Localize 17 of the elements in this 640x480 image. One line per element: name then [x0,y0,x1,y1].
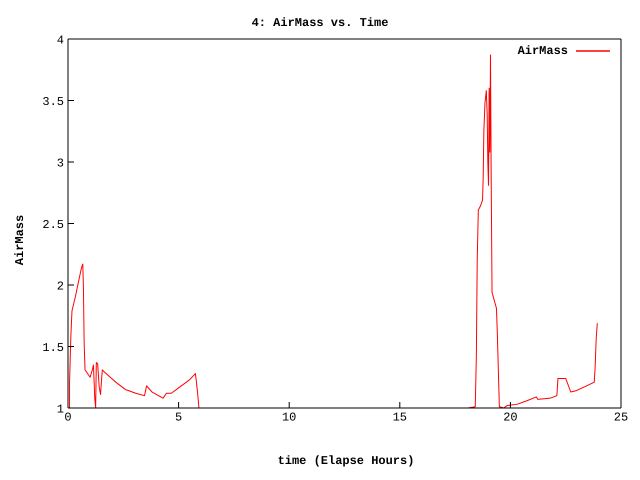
y-tick-label: 3.5 [42,94,64,109]
y-tick-label: 2 [56,279,64,294]
x-tick-label: 10 [282,410,296,425]
x-tick-label: 25 [614,410,628,425]
y-axis-title: AirMass [13,214,27,266]
x-tick-label: 15 [392,410,408,425]
y-tick-label: 2.5 [42,218,64,232]
y-tick-label: 1.5 [42,340,64,355]
x-tick-label: 0 [64,410,72,425]
x-axis-title: time (Elapse Hours) [276,454,416,468]
x-tick-label: 20 [503,410,518,425]
y-tick-label: 4 [56,33,64,48]
y-tick-label: 1 [56,402,64,416]
x-tick-label: 5 [175,410,182,425]
y-tick-label: 3 [56,156,64,170]
chart-title: 4: AirMass vs. Time [250,16,390,30]
legend-label: AirMass [518,44,568,58]
